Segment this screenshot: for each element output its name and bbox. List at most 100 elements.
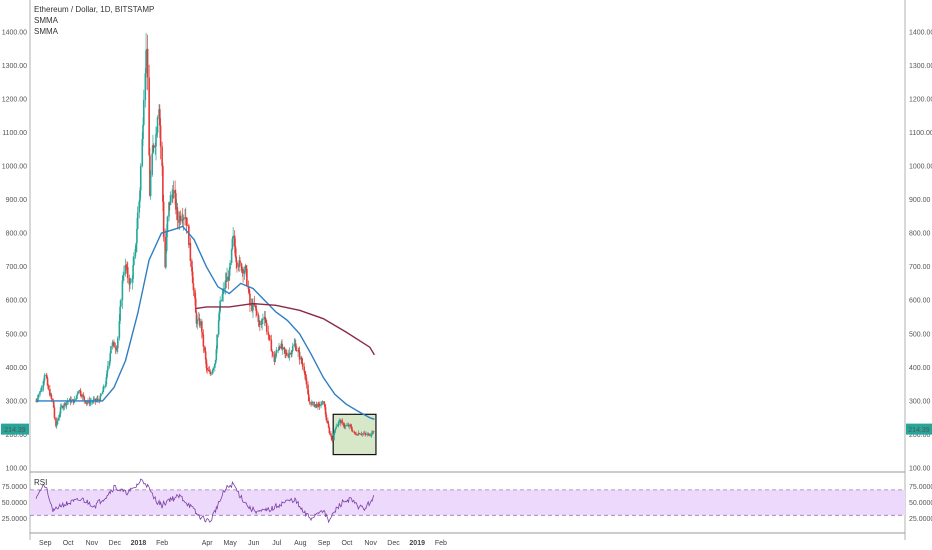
- candle-body: [217, 320, 220, 335]
- candle-body: [243, 270, 246, 274]
- candle-body: [162, 165, 164, 202]
- candle-body: [325, 414, 328, 421]
- candle-body: [267, 331, 270, 335]
- candle-body: [113, 342, 115, 348]
- y-tick-label-left: 300.00: [6, 398, 28, 405]
- candle-body: [324, 407, 327, 415]
- candle-body: [141, 139, 144, 167]
- candle-body: [204, 346, 206, 352]
- x-tick-label: Sep: [318, 540, 331, 547]
- candle-body: [264, 317, 267, 320]
- candle-body: [327, 420, 329, 424]
- candle-body: [220, 300, 223, 301]
- candle-body: [262, 318, 264, 321]
- candle-body: [84, 400, 87, 404]
- candle-body: [255, 305, 257, 311]
- candle-body: [247, 285, 250, 289]
- candle-body: [103, 386, 105, 388]
- candle-body: [119, 306, 121, 321]
- candle-body: [256, 310, 258, 315]
- candle-body: [165, 231, 168, 252]
- candle-body: [49, 389, 51, 396]
- last-price-tag-left: 214.39: [4, 427, 26, 434]
- candle-body: [60, 405, 63, 408]
- candle-body: [62, 406, 65, 409]
- candle-body: [284, 349, 286, 353]
- candle-body: [354, 432, 357, 435]
- candle-body: [201, 321, 203, 333]
- y-tick-label-left: 1100.00: [2, 130, 27, 137]
- candle-body: [128, 278, 131, 285]
- candle-body: [175, 193, 177, 210]
- candle-body: [110, 346, 112, 354]
- candle-body: [169, 195, 172, 205]
- candle-body: [47, 385, 50, 390]
- y-tick-label-left: 900.00: [6, 197, 28, 204]
- candle-body: [82, 394, 85, 397]
- candle-body: [191, 271, 194, 284]
- y-tick-label-left: 600.00: [6, 298, 28, 305]
- candle-body: [139, 166, 142, 191]
- candle-body: [182, 217, 185, 220]
- candle-body: [192, 283, 195, 291]
- candle-body: [122, 275, 124, 281]
- y-tick-label-left: 500.00: [6, 331, 28, 338]
- candle-body: [55, 417, 57, 427]
- candle-body: [214, 360, 217, 364]
- candle-body: [179, 215, 182, 221]
- smma-fast-line: [36, 225, 375, 420]
- chart-title: Ethereum / Dollar, 1D, BITSTAMP: [34, 5, 155, 14]
- y-tick-label-right: 600.00: [909, 298, 931, 305]
- candle-body: [320, 402, 323, 405]
- candle-body: [303, 366, 305, 372]
- candle-body: [205, 359, 208, 368]
- candle-body: [298, 350, 300, 352]
- candle-body: [337, 422, 340, 425]
- rsi-band: [30, 489, 905, 516]
- candle-body: [199, 321, 202, 326]
- candle-body: [152, 144, 155, 148]
- candle-body: [288, 354, 290, 357]
- candle-body: [90, 401, 92, 403]
- candle-body: [304, 375, 307, 379]
- candle-body: [219, 300, 221, 312]
- y-tick-label-left: 1000.00: [2, 164, 27, 171]
- candle-body: [93, 398, 95, 400]
- candle-body: [129, 282, 131, 285]
- candle-body: [320, 404, 322, 407]
- candle-body: [191, 261, 193, 272]
- candle-body: [323, 404, 326, 408]
- candle-body: [369, 435, 372, 437]
- candle-body: [313, 402, 315, 407]
- candle-body: [218, 311, 221, 321]
- candle-body: [97, 398, 99, 400]
- candle-body: [268, 334, 270, 336]
- candle-body: [238, 260, 241, 267]
- candle-body: [271, 350, 273, 353]
- y-tick-label-right: 1000.00: [909, 164, 932, 171]
- candle-body: [155, 132, 158, 135]
- candle-body: [77, 391, 79, 394]
- candle-body: [194, 290, 196, 299]
- candle-body: [348, 424, 351, 427]
- smma-slow-line: [195, 302, 376, 356]
- y-tick-label-right: 300.00: [909, 398, 931, 405]
- rsi-line: [35, 478, 375, 524]
- candle-body: [162, 201, 165, 237]
- candle-body: [210, 373, 213, 375]
- candle-body: [368, 433, 370, 436]
- candle-body: [58, 413, 61, 418]
- legend: Ethereum / Dollar, 1D, BITSTAMP SMMA SMM…: [34, 4, 154, 37]
- candle-body: [331, 439, 334, 441]
- candle-body: [159, 109, 161, 126]
- last-price-tag-right: 214.39: [908, 427, 930, 434]
- y-tick-label-right: 1100.00: [909, 130, 932, 137]
- candle-body: [211, 370, 214, 374]
- candle-body: [277, 349, 280, 351]
- candle-body: [116, 348, 118, 350]
- candle-body: [361, 433, 364, 435]
- candle-body: [260, 324, 263, 325]
- candle-body: [118, 320, 121, 338]
- candle-body: [176, 207, 179, 221]
- candle-body: [278, 346, 280, 350]
